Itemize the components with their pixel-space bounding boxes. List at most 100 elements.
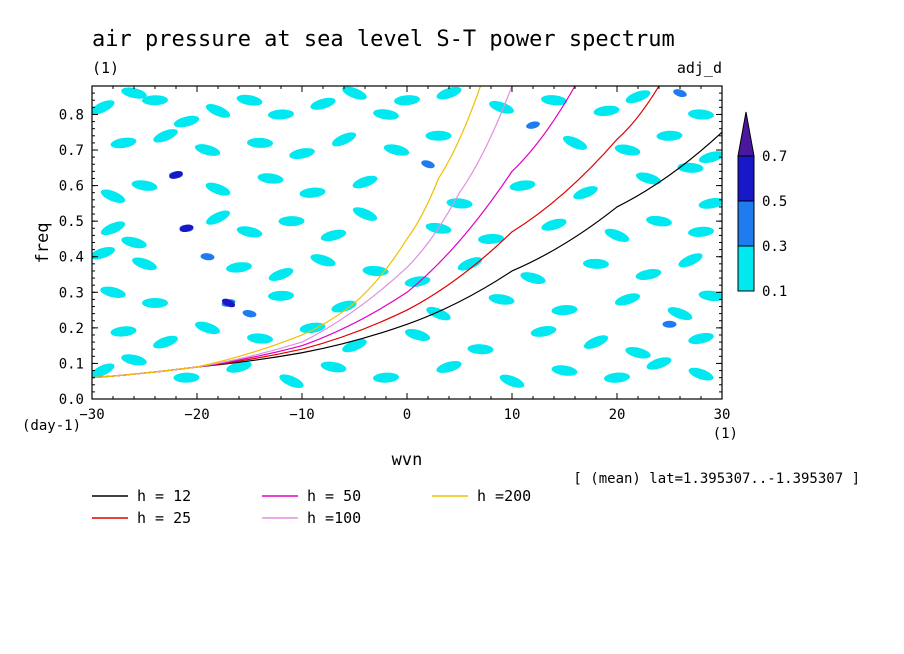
contour-patch [247,137,273,148]
contour-patch [573,186,598,200]
x-axis-label: wvn [392,450,423,470]
contour-patch [604,228,630,242]
latitude-annotation: [ (mean) lat=1.395307..-1.395307 ] [573,471,860,487]
contour-patch [520,272,546,284]
contour-patch [678,253,703,268]
legend-label-h12: h = 12 [137,487,191,505]
contour-patch [593,105,620,117]
contour-patch [426,306,451,321]
contour-patch [551,305,578,316]
contour-patch [646,357,672,370]
contour-patch [100,221,126,236]
contour-patch [142,297,168,308]
legend: h = 12 h = 25 h = 50 h =100 h =200 [92,487,531,527]
contour-patch [257,173,284,184]
plot-background [92,86,722,399]
contour-patch [614,144,641,156]
contour-patch [404,328,431,341]
x-tick-label: −30 [79,407,104,423]
contour-patch [526,121,540,129]
contour-patch [320,229,347,242]
contour-patch [604,372,630,383]
y-tick-label: 0.5 [59,214,84,230]
contour-patch [179,224,194,232]
contour-patch [310,254,336,267]
contour-patch [242,309,257,318]
contour-patch [279,374,304,389]
contour-patch [698,290,722,302]
contour-patch [352,207,378,221]
y-tick-label: 0.7 [59,143,84,159]
contour-patch [226,262,252,273]
y-axis: 0.0 0.1 0.2 0.3 0.4 0.5 0.6 0.7 0.8 [59,85,722,408]
contour-patch [153,335,178,349]
contour-patch [677,162,704,173]
contour-patch [688,332,714,345]
contour-patch [436,360,462,373]
contour-patch [342,86,367,100]
colorbar: 0.1 0.3 0.5 0.7 [737,111,787,300]
x-tick-label: −10 [289,407,314,423]
y-axis-label: freq [33,223,53,264]
contour-patch [688,109,714,120]
y-tick-label: 0.4 [59,250,84,266]
colorbar-label: 0.3 [762,239,787,255]
colorbar-segment [737,155,755,202]
contour-patch [551,365,578,376]
contour-patch [583,258,609,269]
contour-patch [236,94,263,106]
contour-patch [142,95,168,106]
contour-patch [132,257,157,271]
contour-patch [169,170,183,179]
legend-label-h25: h = 25 [137,509,191,527]
x-tick-label: 30 [714,407,731,423]
contour-patch [688,367,714,381]
contour-patch [383,144,410,156]
contour-patch [247,333,273,344]
contour-field [92,86,722,389]
dispersion-curve-h200 [92,86,482,379]
x-axis: −30 −20 −10 0 10 20 30 [79,86,730,423]
contour-patch [110,137,137,149]
contour-patch [436,86,462,100]
contour-patch [100,286,126,298]
top-right-label: adj_d [677,59,722,77]
contour-patch [205,104,231,118]
y-axis-units: (day-1) [22,418,81,434]
legend-label-h200: h =200 [477,487,531,505]
contour-patch [541,218,567,231]
title-units: (1) [92,59,119,77]
contour-patch [221,298,236,308]
contour-patch [205,182,231,196]
contour-patch [268,109,294,120]
contour-patch [278,216,305,227]
dispersion-curves [92,86,722,379]
contour-patch [121,87,147,99]
x-axis-units: (1) [713,426,738,442]
contour-patch [673,89,687,98]
colorbar-label: 0.1 [762,284,787,300]
contour-patch [656,130,683,141]
x-tick-label: 20 [609,407,626,423]
contour-patch [194,144,221,156]
contour-patch [446,198,473,209]
contour-patch [173,115,200,128]
contour-patch [625,346,651,359]
contour-patch [320,361,347,373]
y-tick-label: 0.2 [59,321,84,337]
legend-label-h100: h =100 [307,509,361,527]
contour-patch [92,100,115,115]
contour-patch [92,363,115,378]
contour-patch [268,268,294,281]
contour-patch [698,151,722,164]
contour-patch [226,361,252,373]
contour-patch [530,326,557,337]
contour-patch [100,189,126,203]
contour-patch [195,321,220,335]
contour-patch [509,180,536,191]
contour-patch [268,290,294,301]
chart-title: air pressure at sea level S-T power spec… [92,27,675,52]
contour-patch [331,132,357,147]
colorbar-segment [737,200,755,247]
contour-patch [404,276,431,287]
